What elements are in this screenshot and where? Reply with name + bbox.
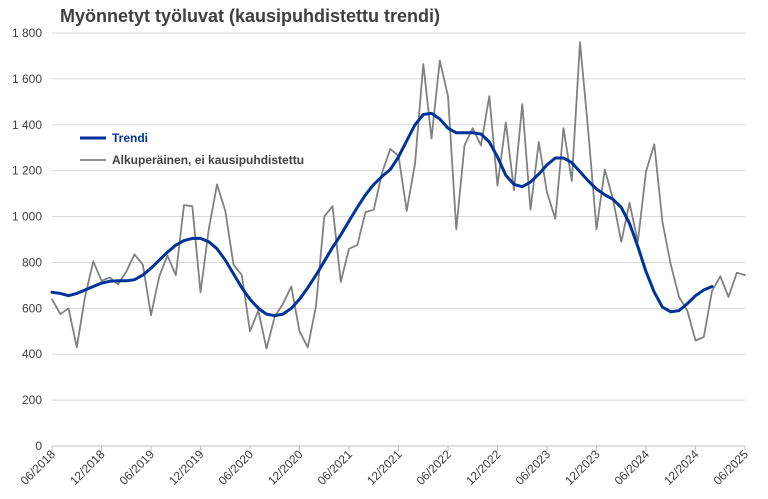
y-tick-label: 0: [35, 439, 42, 453]
gridlines: [52, 32, 745, 447]
y-tick-label: 1 800: [12, 26, 42, 40]
y-tick-label: 800: [22, 255, 42, 269]
x-tick-label: 06/2022: [414, 447, 455, 488]
x-tick-label: 12/2023: [562, 447, 603, 488]
original-series-line: [51, 41, 746, 350]
legend-label-original: Alkuperäinen, ei kausipuhdistettu: [112, 153, 304, 167]
y-axis-labels: 0 200 400 600 800 1 000 1 200 1 400 1 600 1 800: [12, 26, 42, 453]
chart-title: Myönnetyt työluvat (kausipuhdistettu tre…: [60, 6, 441, 26]
x-tick-label: 06/2024: [612, 447, 653, 488]
trend-series-line: [50, 111, 714, 318]
legend: Trendi Alkuperäinen, ei kausipuhdistettu: [80, 131, 304, 167]
x-tick-label: 06/2020: [216, 447, 257, 488]
y-tick-label: 1 200: [12, 164, 42, 178]
y-tick-label: 200: [22, 393, 42, 407]
x-tick-label: 06/2019: [117, 447, 158, 488]
x-tick-label: 06/2023: [513, 447, 554, 488]
x-tick-label: 12/2020: [265, 447, 306, 488]
x-tick-label: 06/2018: [18, 447, 59, 488]
y-tick-label: 400: [22, 347, 42, 361]
x-axis-labels: 06/2018 12/2018 06/2019 12/2019 06/2020 12/20…: [18, 447, 752, 488]
y-tick-label: 1 400: [12, 118, 42, 132]
series-lines: [50, 41, 746, 350]
x-tick-label: 12/2024: [661, 447, 702, 488]
y-tick-label: 1 600: [12, 72, 42, 86]
x-tick-label: 12/2019: [166, 447, 207, 488]
x-tick-label: 12/2021: [364, 447, 405, 488]
x-tick-label: 06/2025: [711, 447, 752, 488]
y-tick-label: 600: [22, 301, 42, 315]
x-tick-label: 12/2022: [463, 447, 504, 488]
x-tick-label: 06/2021: [315, 447, 356, 488]
y-tick-label: 1 000: [12, 210, 42, 224]
legend-label-trend: Trendi: [112, 131, 148, 145]
x-tick-label: 12/2018: [67, 447, 108, 488]
x-axis: [51, 446, 746, 451]
